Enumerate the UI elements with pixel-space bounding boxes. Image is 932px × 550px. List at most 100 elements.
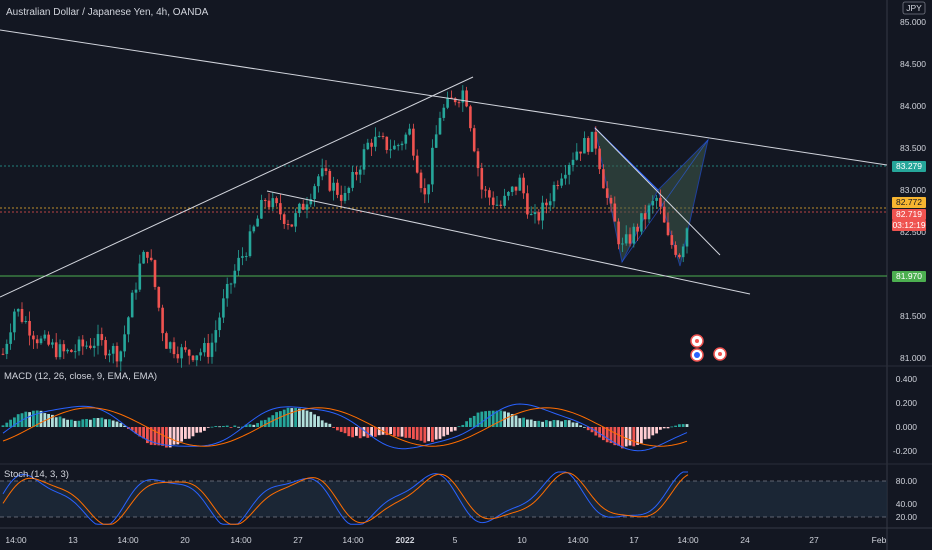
candle-body — [529, 214, 533, 216]
macd-histogram-bar — [81, 419, 85, 427]
candle-body — [286, 223, 290, 225]
candle-body — [632, 226, 636, 244]
macd-histogram-bar — [115, 421, 119, 427]
candle-body — [431, 147, 434, 185]
candle-body — [172, 342, 176, 355]
candle-body — [548, 201, 552, 206]
macd-histogram-bar — [396, 427, 400, 437]
candle-body — [374, 136, 377, 147]
event-marker-2[interactable] — [690, 348, 704, 362]
candle-body — [313, 186, 316, 200]
macd-histogram-bar — [85, 418, 88, 427]
candle-body — [35, 339, 39, 344]
candle-body — [613, 203, 617, 222]
candle-body — [324, 168, 328, 172]
candle-body — [526, 193, 529, 215]
stoch-label: Stoch (14, 3, 3) — [4, 469, 69, 480]
stoch-band — [0, 481, 887, 517]
candle-body — [678, 254, 681, 258]
candle-body — [149, 257, 153, 261]
macd-histogram-bar — [423, 427, 427, 443]
macd-histogram-bar — [237, 426, 240, 428]
candle-body — [575, 151, 579, 160]
candle-body — [5, 343, 9, 354]
macd-histogram-bar — [260, 420, 263, 427]
candle-body — [590, 131, 594, 152]
currency-label: JPY — [906, 3, 922, 13]
macd-histogram-bar — [666, 427, 670, 429]
candle-body — [514, 186, 518, 191]
macd-histogram-bar — [355, 427, 358, 436]
candle-body — [298, 203, 301, 214]
macd-histogram-bar — [514, 415, 518, 427]
candle-body — [617, 221, 620, 245]
price-axis[interactable]: 85.000 84.500 84.000 83.500 83.000 82.500 81.5… — [900, 17, 926, 363]
macd-histogram-bar — [685, 424, 689, 427]
macd-histogram-bar — [362, 427, 366, 437]
candle-body — [20, 308, 24, 322]
time-tick-label: 13 — [68, 535, 78, 545]
candle-body — [305, 204, 309, 210]
candle-body — [263, 199, 267, 201]
candle-body — [187, 349, 191, 356]
macd-axis[interactable]: 0.400 0.200 0.000 -0.200 — [893, 374, 917, 456]
macd-histogram-bar — [54, 417, 58, 427]
time-axis[interactable]: 14:00 13 14:00 20 14:00 27 14:00 2022 5 10 14:00 17… — [5, 535, 886, 545]
candle-body — [655, 197, 658, 201]
candle-body — [43, 334, 47, 339]
candle-body — [123, 334, 126, 352]
macd-histogram-bar — [461, 424, 465, 427]
candle-body — [165, 333, 168, 349]
macd-histogram-bar — [358, 427, 362, 439]
candle-body — [267, 200, 271, 208]
candle-body — [621, 243, 624, 245]
macd-histogram-bar — [586, 427, 590, 431]
macd-signal-line — [2, 407, 688, 447]
trendline-pattern[interactable] — [594, 127, 721, 256]
time-tick-label: 14:00 — [567, 535, 589, 545]
price-label-alert: 82.772 — [892, 197, 926, 208]
price-tick-label: 81.000 — [900, 353, 926, 363]
macd-histogram-bar — [275, 412, 278, 427]
price-tick-label: 82.500 — [900, 227, 926, 237]
trendline-ascending[interactable] — [0, 76, 474, 298]
macd-histogram-bar — [370, 427, 373, 437]
candle-body — [130, 292, 134, 318]
candle-body — [142, 251, 145, 264]
candle-body — [685, 228, 689, 247]
candle-body — [58, 344, 62, 358]
trendline-descending-support[interactable] — [266, 190, 751, 295]
price-tick-label: 85.000 — [900, 17, 926, 27]
macd-histogram-bar — [434, 427, 438, 440]
macd-histogram-bar — [347, 427, 351, 437]
macd-histogram-bar — [499, 410, 503, 427]
time-tick-label: 27 — [809, 535, 819, 545]
macd-histogram-bar — [560, 421, 563, 427]
macd-histogram-bar — [533, 420, 537, 427]
macd-histogram-bar — [662, 427, 666, 429]
trendline-upper-resistance[interactable] — [0, 29, 888, 166]
event-marker-1[interactable] — [690, 334, 704, 348]
candle-body — [294, 213, 297, 227]
candle-body — [119, 351, 123, 362]
candle-body — [389, 149, 392, 151]
stoch-axis[interactable]: 80.00 40.00 20.00 — [896, 476, 918, 522]
candle-body — [442, 107, 446, 118]
candle-body — [465, 90, 468, 107]
macd-histogram-bar — [457, 426, 461, 428]
macd-histogram-bar — [643, 427, 647, 440]
macd-histogram-bar — [324, 422, 328, 427]
macd-histogram-bar — [119, 423, 123, 427]
candle-body — [301, 203, 305, 210]
candle-body — [651, 200, 655, 206]
candle-body — [62, 344, 66, 352]
macd-histogram-bar — [51, 414, 54, 427]
macd-histogram-bar — [9, 419, 12, 427]
currency-badge[interactable] — [902, 1, 926, 15]
macd-histogram-bar — [548, 421, 552, 427]
event-marker-3[interactable] — [713, 347, 727, 361]
time-tick-label: 14:00 — [677, 535, 699, 545]
macd-tick-label: -0.200 — [893, 446, 917, 456]
candle-body — [16, 308, 20, 312]
